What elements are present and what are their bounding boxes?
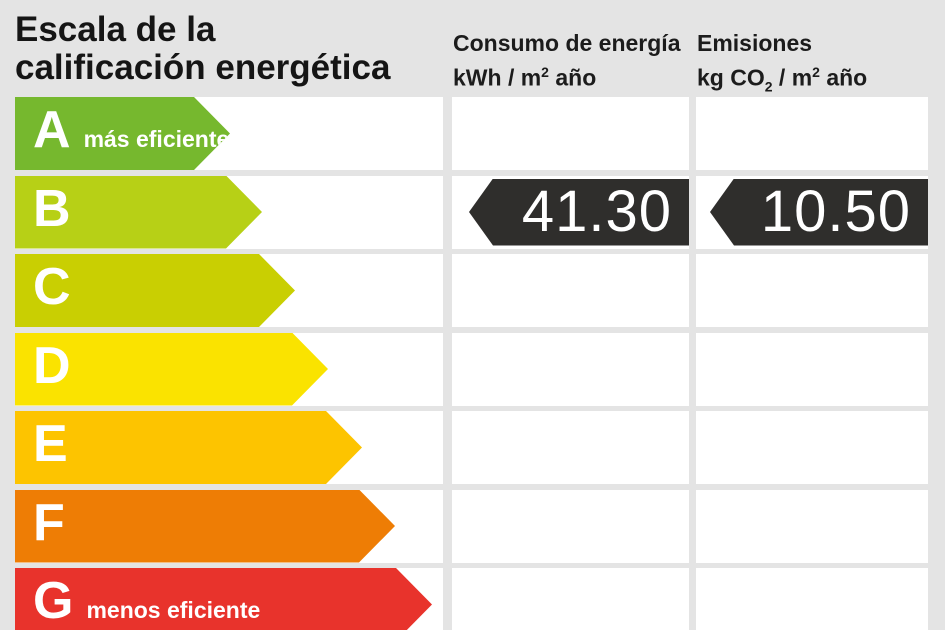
emisiones-header-title: Emisiones [697,30,813,56]
emisiones-cell-f [696,489,928,563]
rating-row-b: B 41.30 10.50 [15,175,928,249]
rating-scale-grid: A más eficiente B 41.30 10.5 [15,97,928,630]
consumo-cell-f [452,489,689,563]
rating-bar-f: F [15,490,395,563]
emisiones-value: 10.50 [760,179,911,244]
rating-bar-e: E [15,411,362,484]
consumo-unit-pre: kWh / m [453,64,542,91]
consumo-value: 41.30 [521,179,672,244]
page-title-line1: Escala de la [15,10,216,49]
emisiones-cell-b: 10.50 [696,175,928,249]
consumo-header-units: kWh / m2 año [453,58,680,93]
consumo-column-header: Consumo de energía kWh / m2 año [453,29,680,93]
scale-cell-c: C [15,254,443,327]
rating-row-f: F [15,489,928,563]
rating-letter-b: B [33,179,71,238]
emisiones-unit-sub: 2 [764,78,773,95]
consumo-cell-a [452,97,689,170]
scale-cell-a: A más eficiente [15,97,443,170]
rating-bar-d: D [15,333,328,406]
emisiones-header-units: kg CO2 / m2 año [697,58,867,101]
rating-row-a: A más eficiente [15,97,928,170]
scale-cell-d: D [15,332,443,406]
rating-note-g: menos eficiente [86,597,261,623]
emisiones-cell-g [696,568,928,630]
emisiones-cell-e [696,411,928,484]
consumo-unit-sup: 2 [541,64,549,80]
rating-bar-g: G menos eficiente [15,568,432,630]
rating-letter-g: G [33,572,74,630]
rating-letter-a: A [33,101,71,159]
consumo-unit-post: año [548,64,597,91]
emisiones-cell-a [696,97,928,170]
rating-letter-c: C [33,258,71,316]
emisiones-value-arrow: 10.50 [710,178,928,246]
scale-cell-e: E [15,411,443,484]
emisiones-unit-mid: / m [772,64,813,91]
emisiones-unit-post: año [819,64,868,91]
consumo-header-title: Consumo de energía [453,30,681,56]
emisiones-cell-c [696,254,928,327]
rating-bar-a: A más eficiente [15,97,230,170]
scale-cell-b: B [15,175,443,249]
emisiones-unit-sup: 2 [812,64,820,80]
rating-row-c: C [15,254,928,327]
emisiones-unit-pre: kg CO [697,64,765,91]
rating-letter-f: F [33,493,65,552]
scale-cell-f: F [15,489,443,563]
rating-bar-c: C [15,254,295,327]
page-title-line2: calificación energética [15,48,391,87]
rating-bar-b: B [15,176,262,249]
consumo-value-arrow: 41.30 [469,178,689,246]
rating-row-g: G menos eficiente [15,568,928,630]
rating-row-d: D [15,332,928,406]
rating-letter-d: D [33,336,71,395]
rating-row-e: E [15,411,928,484]
rating-note-a: más eficiente [83,126,230,152]
scale-cell-g: G menos eficiente [15,568,443,630]
consumo-cell-d [452,332,689,406]
page-title: Escala de la calificación energética [15,11,390,87]
consumo-cell-e [452,411,689,484]
emisiones-column-header: Emisiones kg CO2 / m2 año [697,29,867,101]
consumo-cell-g [452,568,689,630]
consumo-cell-c [452,254,689,327]
emisiones-cell-d [696,332,928,406]
rating-letter-e: E [33,415,68,473]
consumo-cell-b: 41.30 [452,175,689,249]
